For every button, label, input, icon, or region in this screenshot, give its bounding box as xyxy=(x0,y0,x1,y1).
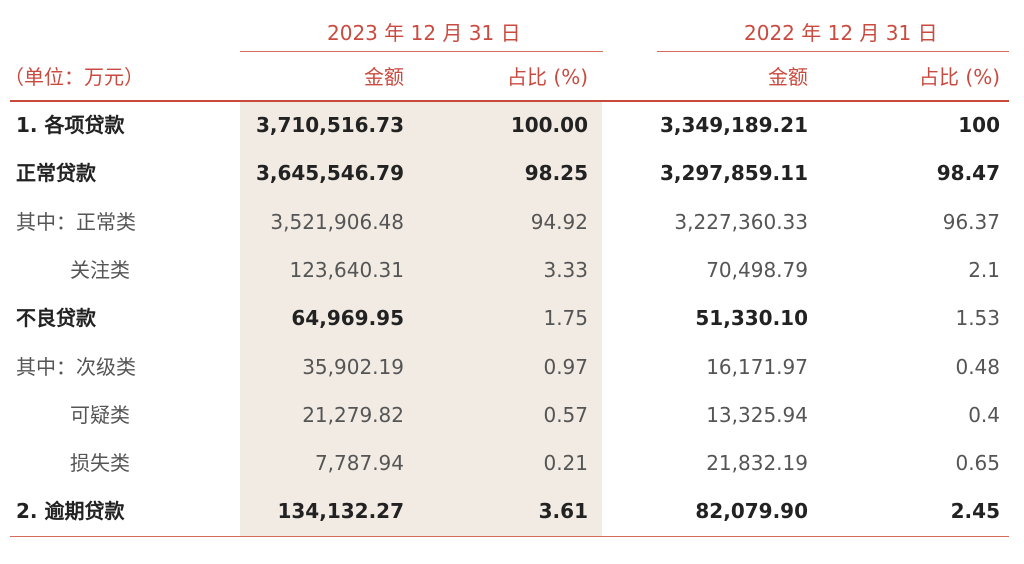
amount-2022-cell: 82,079.90 xyxy=(695,499,808,523)
amount-2023-cell: 21,279.82 xyxy=(302,403,404,427)
percent-2022-cell: 2.45 xyxy=(950,499,1000,523)
row-label: 2. 逾期贷款 xyxy=(16,499,125,523)
percent-2023-cell: 98.25 xyxy=(524,161,588,185)
amount-2023-cell: 3,521,906.48 xyxy=(270,210,404,234)
amount-2022-cell: 3,297,859.11 xyxy=(659,161,808,185)
amount-2022-cell: 3,227,360.33 xyxy=(674,210,808,234)
amount-2023-cell: 64,969.95 xyxy=(291,306,404,330)
year-2023-underline xyxy=(240,51,603,52)
percent-2023-cell: 0.21 xyxy=(543,451,588,475)
amount-2022-cell: 70,498.79 xyxy=(706,258,808,282)
row-label: 关注类 xyxy=(70,258,130,282)
percent-2023-cell: 3.61 xyxy=(538,499,588,523)
footer-rule xyxy=(10,536,1009,537)
percent-2022-cell: 1.53 xyxy=(955,306,1000,330)
percent-2022-cell: 2.1 xyxy=(968,258,1000,282)
amount-2022-cell: 13,325.94 xyxy=(706,403,808,427)
amount-2022-cell: 16,171.97 xyxy=(706,355,808,379)
percent-2023-cell: 94.92 xyxy=(530,210,588,234)
row-label: 不良贷款 xyxy=(16,306,96,330)
amount-2023-cell: 123,640.31 xyxy=(289,258,404,282)
percent-2023-cell: 0.57 xyxy=(543,403,588,427)
highlight-column-2023 xyxy=(240,100,602,536)
percent-2022-cell: 100 xyxy=(958,113,1000,137)
row-label: 正常贷款 xyxy=(16,161,96,185)
percent-2022-cell: 98.47 xyxy=(936,161,1000,185)
col-amount-2023: 金额 xyxy=(364,65,404,89)
amount-2023-cell: 35,902.19 xyxy=(302,355,404,379)
percent-2022-cell: 0.4 xyxy=(968,403,1000,427)
year-2022-heading: 2022 年 12 月 31 日 xyxy=(744,21,938,45)
percent-2023-cell: 0.97 xyxy=(543,355,588,379)
amount-2022-cell: 21,832.19 xyxy=(706,451,808,475)
amount-2022-cell: 3,349,189.21 xyxy=(659,113,808,137)
year-2022-underline xyxy=(657,51,1009,52)
col-pct-2022: 占比 (%) xyxy=(919,65,1000,89)
percent-2023-cell: 100.00 xyxy=(510,113,588,137)
percent-2022-cell: 0.65 xyxy=(955,451,1000,475)
col-pct-2023: 占比 (%) xyxy=(507,65,588,89)
row-label: 损失类 xyxy=(70,451,130,475)
row-label: 1. 各项贷款 xyxy=(16,113,125,137)
amount-2023-cell: 134,132.27 xyxy=(277,499,404,523)
amount-2023-cell: 3,710,516.73 xyxy=(255,113,404,137)
amount-2023-cell: 7,787.94 xyxy=(314,451,404,475)
amount-2023-cell: 3,645,546.79 xyxy=(255,161,404,185)
header-rule xyxy=(10,100,1009,102)
amount-2022-cell: 51,330.10 xyxy=(695,306,808,330)
row-label: 其中：正常类 xyxy=(16,210,136,234)
percent-2022-cell: 96.37 xyxy=(942,210,1000,234)
row-label: 其中：次级类 xyxy=(16,355,136,379)
row-label: 可疑类 xyxy=(70,403,130,427)
percent-2023-cell: 3.33 xyxy=(543,258,588,282)
unit-label: （单位：万元） xyxy=(4,65,144,89)
percent-2023-cell: 1.75 xyxy=(543,306,588,330)
col-amount-2022: 金额 xyxy=(768,65,808,89)
year-2023-heading: 2023 年 12 月 31 日 xyxy=(327,21,521,45)
percent-2022-cell: 0.48 xyxy=(955,355,1000,379)
